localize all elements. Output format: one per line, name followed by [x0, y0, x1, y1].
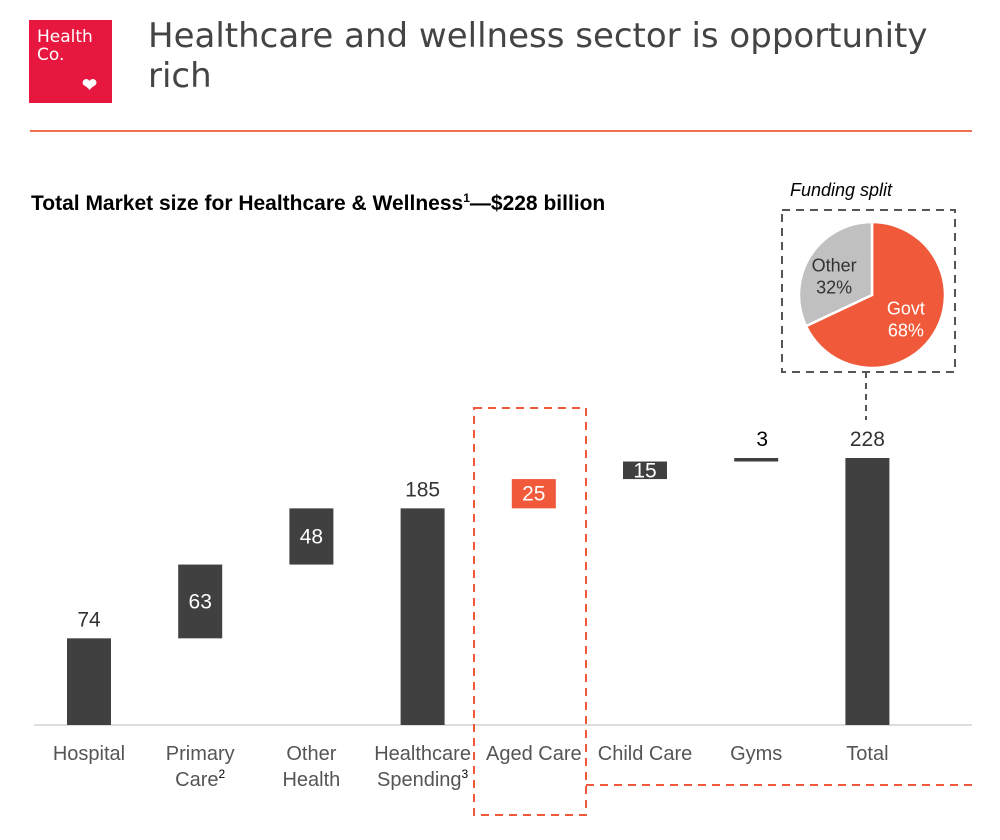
x-tick-label: Hospital	[53, 743, 125, 765]
bar-primary-care	[178, 564, 223, 639]
x-tick-label: Other	[286, 743, 336, 765]
divider	[30, 130, 972, 132]
bar-child-care	[623, 461, 667, 480]
data-label: 74	[77, 608, 101, 631]
heart-check-icon: ❤	[82, 75, 98, 95]
chart-title-text: Total Market size for Healthcare & Welln…	[31, 192, 464, 215]
data-label: 15	[633, 459, 656, 482]
x-tick-label: Child Care	[598, 743, 692, 765]
pie-slice-govt	[804, 220, 947, 370]
data-label: 228	[850, 428, 885, 451]
chart-title: Total Market size for Healthcare & Welln…	[31, 191, 605, 216]
x-tick-label: Gyms	[730, 743, 782, 765]
x-tick-label: Spending3	[377, 767, 469, 791]
data-label: 63	[189, 590, 212, 613]
x-tick-label: Total	[846, 743, 888, 765]
x-tick-label: Health	[282, 769, 340, 791]
bar-total	[845, 458, 890, 725]
pie-label-name: Other	[812, 255, 857, 275]
x-tick-label: Care2	[175, 767, 225, 791]
chart-title-suffix: —$228 billion	[469, 192, 606, 215]
footnote-marker: 2	[219, 767, 226, 781]
pie-slice-other	[797, 220, 874, 328]
x-tick-label: Aged Care	[486, 743, 582, 765]
health-co-logo: Health Co. ❤	[29, 20, 112, 103]
footnote-marker: 3	[462, 767, 469, 781]
x-tick-label: Primary	[166, 743, 235, 765]
bar-other-health	[289, 508, 334, 565]
bar-hospital	[67, 638, 111, 725]
pie-label-name: Govt	[887, 299, 925, 319]
bar-healthcare-spending	[400, 508, 445, 725]
footnote-marker: 1	[463, 191, 470, 205]
logo-text: Health	[37, 27, 93, 47]
pie-label-value: 68%	[888, 321, 924, 341]
bar-aged-care	[511, 479, 556, 509]
page-title: Healthcare and wellness sector is opport…	[148, 16, 928, 96]
pie-box	[781, 209, 956, 373]
pie-title: Funding split	[790, 180, 893, 200]
data-label: 48	[300, 525, 323, 548]
data-label: 3	[756, 428, 768, 451]
pie-label-value: 32%	[816, 277, 852, 297]
highlight-box	[473, 407, 587, 816]
data-label: 25	[522, 483, 545, 506]
x-tick-label: Healthcare	[374, 743, 471, 765]
logo-text: Co.	[37, 45, 65, 65]
data-label: 185	[405, 478, 440, 501]
bar-gyms	[734, 458, 779, 462]
